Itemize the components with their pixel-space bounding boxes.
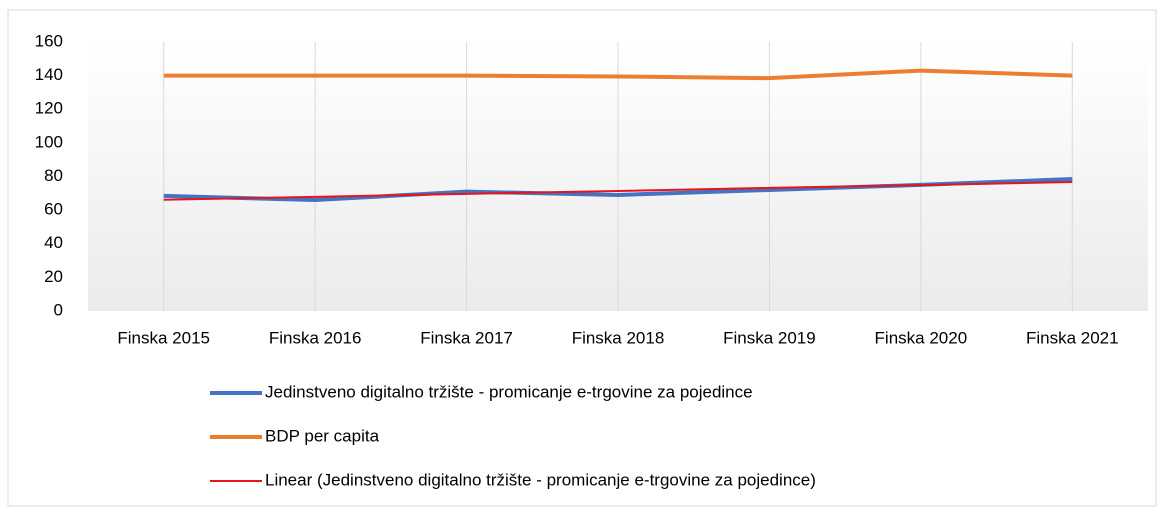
series-line (163, 68, 1073, 81)
x-tick-label: Finska 2019 (723, 328, 816, 347)
x-tick-label: Finska 2021 (1026, 328, 1119, 347)
series-line (163, 181, 1073, 201)
y-tick-label: 20 (44, 267, 63, 286)
y-tick-label: 40 (44, 233, 63, 252)
x-tick-label: Finska 2018 (572, 328, 665, 347)
legend-label: Jedinstveno digitalno tržište - promican… (265, 382, 753, 401)
legend-label: Linear (Jedinstveno digitalno tržište - … (265, 470, 816, 489)
x-tick-label: Finska 2017 (420, 328, 513, 347)
x-tick-label: Finska 2016 (269, 328, 362, 347)
y-tick-label: 140 (35, 65, 63, 84)
x-tick-label: Finska 2020 (875, 328, 968, 347)
y-tick-label: 0 (54, 300, 63, 319)
y-tick-label: 100 (35, 132, 63, 151)
y-tick-label: 60 (44, 200, 63, 219)
x-tick-label: Finska 2015 (117, 328, 210, 347)
y-tick-label: 80 (44, 166, 63, 185)
y-tick-label: 160 (35, 31, 63, 50)
y-tick-label: 120 (35, 99, 63, 118)
legend-label: BDP per capita (265, 426, 380, 445)
